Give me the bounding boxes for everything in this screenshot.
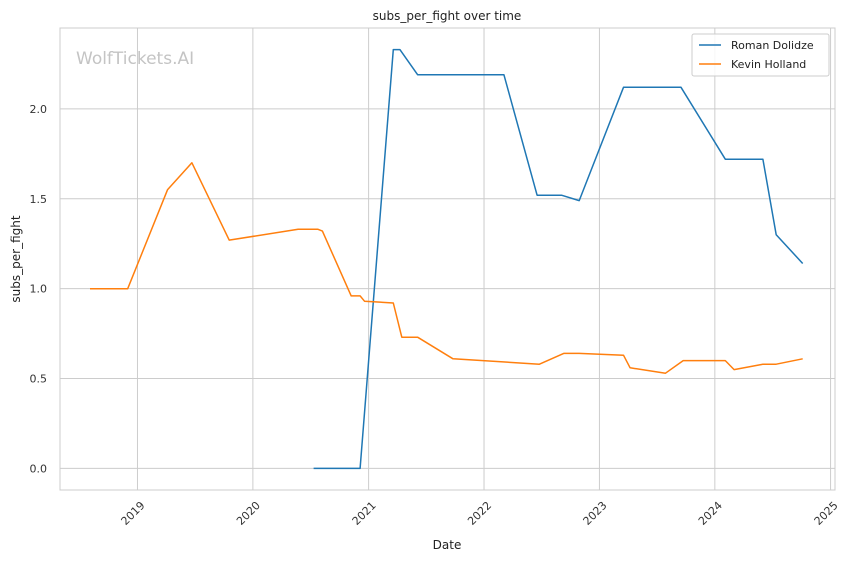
y-tick-label: 1.5	[30, 193, 48, 206]
y-tick-label: 2.0	[30, 103, 48, 116]
y-tick-label: 1.0	[30, 283, 48, 296]
x-axis-label: Date	[433, 538, 462, 552]
y-axis-label: subs_per_fight	[9, 215, 23, 302]
plot-frame	[59, 27, 836, 491]
legend-label-roman-dolidze: Roman Dolidze	[731, 39, 814, 52]
legend-box	[691, 33, 830, 77]
series-line-kevin-holland	[90, 162, 803, 374]
grid-lines	[60, 28, 835, 490]
series-line-roman-dolidze	[313, 48, 804, 470]
y-tick-label: 0.0	[30, 462, 48, 475]
series-lines	[90, 48, 804, 470]
watermark-text: WolfTickets.AI	[76, 49, 194, 69]
chart-title: subs_per_fight over time	[373, 9, 522, 23]
legend-label-kevin-holland: Kevin Holland	[731, 58, 806, 71]
legend: Roman Dolidze Kevin Holland	[691, 33, 830, 77]
y-tick-label: 0.5	[30, 373, 48, 386]
